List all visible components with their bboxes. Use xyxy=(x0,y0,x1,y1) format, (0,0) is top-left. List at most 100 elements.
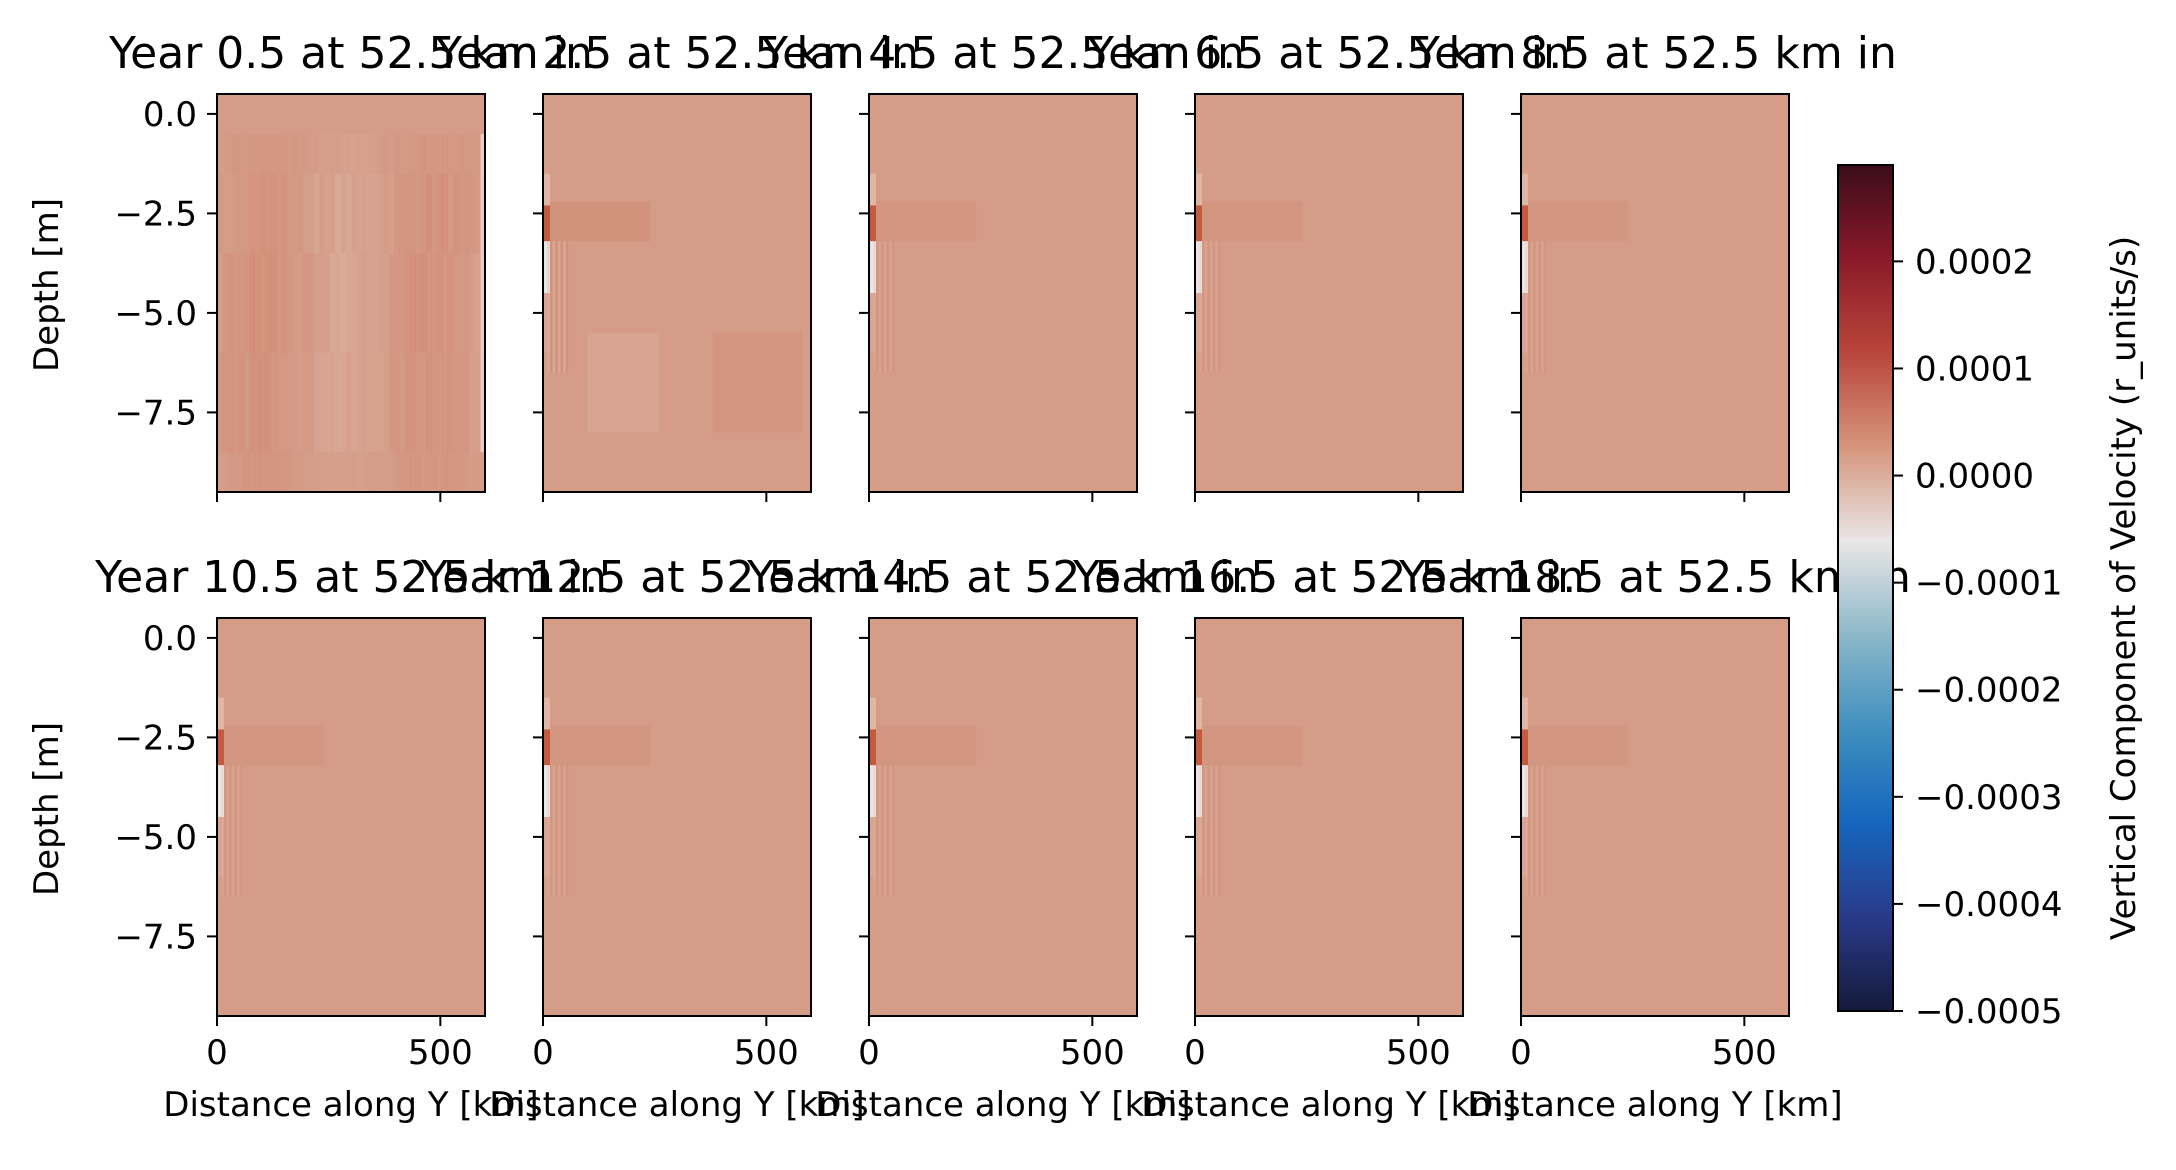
heatmap-cell xyxy=(297,134,303,174)
heatmap-cell xyxy=(869,817,876,877)
heatmap-cell xyxy=(1536,241,1539,373)
heatmap-cell xyxy=(1195,725,1303,766)
heatmap-cell xyxy=(361,352,368,453)
heatmap-cell xyxy=(543,201,651,242)
heatmap-cell xyxy=(389,134,395,174)
heatmap-cell xyxy=(297,352,304,453)
heatmap-cell xyxy=(287,134,293,174)
colorbar: 0.0002 0.0001 0.0000 −0.0001 −0.0002 −0.0003 −… xyxy=(1837,164,2144,1032)
heatmap-cell xyxy=(543,697,550,730)
panel-3: Year 4.5 at 52.5 km in xyxy=(760,28,1245,502)
x-tick-label: 500 xyxy=(408,1033,473,1073)
heatmap-cell xyxy=(329,173,336,254)
x-axis-label: Distance along Y [km] xyxy=(1467,1085,1842,1125)
panel-8: 0 500 Year 14.5 at 52.5 km in Distance alon… xyxy=(746,552,1259,1125)
y-tick-label: −5.0 xyxy=(114,818,197,858)
panel-10: 0 500 Year 18.5 at 52.5 km in Distance alon… xyxy=(1398,552,1911,1125)
heatmap-cell xyxy=(878,241,881,373)
heatmap-cell xyxy=(552,241,555,373)
x-tick-label: 0 xyxy=(1184,1033,1206,1073)
panel-6: 0.0 −2.5 −5.0 −7.5 0 500 Year 10.5 at 52.5 km … xyxy=(27,552,607,1125)
heatmap-field xyxy=(1195,618,1463,1016)
axes-frame xyxy=(1520,93,1790,493)
x-tick-label: 0 xyxy=(532,1033,554,1073)
heatmap-cell xyxy=(345,452,352,492)
heatmap-cell xyxy=(1521,697,1528,730)
heatmap-cell xyxy=(1218,241,1221,373)
heatmap-cell xyxy=(409,173,416,254)
heatmap-cell xyxy=(356,253,363,353)
heatmap-cell xyxy=(474,174,480,254)
heatmap-cell xyxy=(869,765,876,817)
heatmap-cell xyxy=(1525,765,1528,897)
heatmap-cell xyxy=(361,173,368,254)
heatmap-cell xyxy=(1195,697,1202,730)
heatmap-cell xyxy=(881,765,884,897)
heatmap-cell xyxy=(281,352,288,453)
heatmap-cell xyxy=(566,765,569,897)
heatmap-cell xyxy=(367,253,373,353)
heatmap-cell xyxy=(436,253,443,353)
heatmap-cell xyxy=(308,134,314,174)
axes-frame xyxy=(868,93,1138,493)
heatmap-cell xyxy=(254,352,261,453)
heatmap-cell xyxy=(232,765,235,897)
heatmap-cell xyxy=(1528,765,1531,897)
heatmap-cell xyxy=(275,133,282,174)
heatmap-cell xyxy=(217,765,224,817)
colorbar-tick-label: −0.0002 xyxy=(1915,671,2062,711)
heatmap-texture xyxy=(543,697,651,897)
heatmap-cell xyxy=(458,452,465,492)
heatmap-cell xyxy=(265,133,272,174)
heatmap-cell xyxy=(228,174,234,254)
heatmap-cell xyxy=(297,452,303,492)
heatmap-cell xyxy=(1199,765,1202,897)
heatmap-cell xyxy=(351,352,357,453)
heatmap-cell xyxy=(372,173,379,254)
heatmap-cell xyxy=(372,133,379,174)
heatmap-cell xyxy=(229,765,232,897)
heatmap-cell xyxy=(233,452,239,492)
heatmap-cell xyxy=(243,133,250,174)
heatmap-cell xyxy=(555,241,558,373)
colorbar-tick-label: −0.0005 xyxy=(1915,992,2062,1032)
axes-frame xyxy=(868,617,1138,1017)
heatmap-cell xyxy=(340,253,347,353)
heatmap-cell xyxy=(297,253,303,353)
colorbar-tick-label: 0.0002 xyxy=(1915,242,2034,282)
heatmap-cell xyxy=(254,452,261,492)
heatmap-cell xyxy=(265,253,272,353)
heatmap-field xyxy=(543,94,811,492)
heatmap-cell xyxy=(1202,241,1205,373)
heatmap-cell xyxy=(1210,765,1213,897)
heatmap-cell xyxy=(238,133,245,174)
heatmap-texture xyxy=(1521,173,1629,373)
heatmap-cell xyxy=(302,253,309,353)
heatmap-cell xyxy=(869,729,876,766)
heatmap-cell xyxy=(313,352,320,453)
heatmap-cell xyxy=(222,452,228,492)
heatmap-cell xyxy=(869,241,876,293)
heatmap-cell xyxy=(468,173,475,254)
x-tick-label: 500 xyxy=(1060,1033,1125,1073)
heatmap-cell xyxy=(351,133,357,174)
axes-frame xyxy=(542,93,812,493)
heatmap-cell xyxy=(275,173,282,254)
heatmap-cell xyxy=(415,253,422,353)
colorbar-label: Vertical Component of Velocity (r_units/… xyxy=(2104,236,2144,940)
heatmap-cell xyxy=(254,133,261,174)
heatmap-cell xyxy=(270,173,277,254)
heatmap-cell xyxy=(227,133,234,174)
heatmap-cell xyxy=(334,452,341,492)
heatmap-cell xyxy=(265,452,272,492)
heatmap-texture xyxy=(1521,697,1629,897)
heatmap-cell xyxy=(388,173,395,254)
heatmap-cell xyxy=(431,173,438,254)
heatmap-cell xyxy=(308,452,314,492)
x-tick-label: 500 xyxy=(1386,1033,1451,1073)
heatmap-cell xyxy=(292,173,298,254)
heatmap-cell xyxy=(869,201,977,242)
heatmap-texture xyxy=(1195,173,1303,373)
heatmap-cell xyxy=(254,253,261,353)
